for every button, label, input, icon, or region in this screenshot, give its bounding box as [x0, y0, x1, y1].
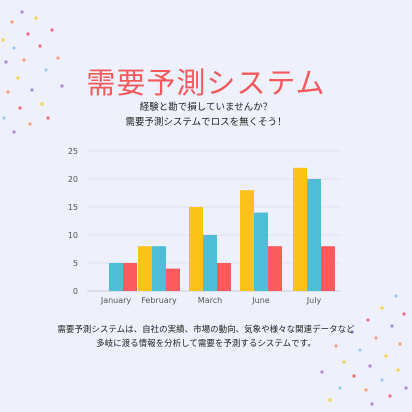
bar: [138, 246, 152, 291]
y-tick-label: 0: [73, 287, 78, 296]
bar: [152, 246, 166, 291]
description-line-1: 需要予測システムは、自社の実績、市場の動向、気象や様々な関連データなど: [57, 325, 355, 335]
x-tick-label: January: [100, 296, 132, 305]
y-tick-label: 5: [73, 259, 78, 268]
bar: [109, 263, 123, 291]
bar: [166, 268, 180, 291]
subtitle: 経験と勘で損していませんか？ 需要予測システムでロスを無くそう！: [0, 100, 412, 130]
bar: [268, 246, 282, 291]
y-tick-label: 20: [68, 175, 78, 184]
bar: [321, 246, 335, 291]
bar: [203, 235, 217, 291]
bar: [293, 167, 307, 291]
subtitle-line-1: 経験と勘で損していませんか？: [139, 102, 273, 113]
bar: [307, 179, 321, 291]
x-tick-label: February: [141, 296, 177, 305]
y-tick-label: 15: [68, 203, 78, 212]
bar: [217, 263, 231, 291]
description-line-2: 多岐に渡る情報を分析して需要を予測するシステムです。: [96, 339, 316, 349]
y-tick-label: 10: [68, 231, 78, 240]
bar: [254, 212, 268, 291]
bar: [123, 263, 137, 291]
bar: [189, 207, 203, 291]
y-tick-label: 25: [68, 147, 78, 156]
x-tick-label: July: [306, 296, 322, 305]
bar: [240, 190, 254, 291]
description: 需要予測システムは、自社の実績、市場の動向、気象や様々な関連データなど 多岐に渡…: [0, 323, 412, 351]
subtitle-line-2: 需要予測システムでロスを無くそう！: [125, 117, 287, 128]
page-title: 需要予測システム: [86, 66, 326, 100]
x-tick-label: March: [198, 296, 222, 305]
x-tick-label: June: [251, 296, 270, 305]
